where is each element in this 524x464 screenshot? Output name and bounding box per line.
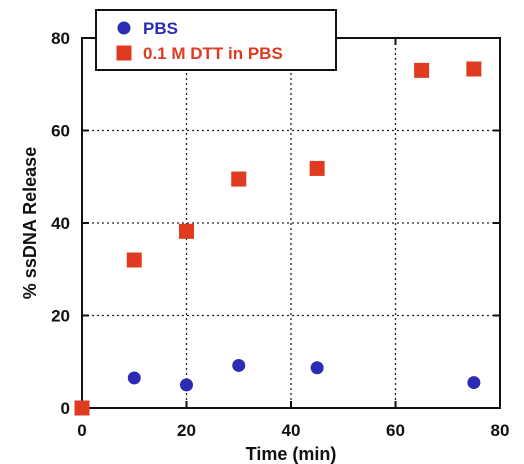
dtt-point — [414, 62, 430, 78]
y-tick-label: 80 — [51, 29, 70, 48]
x-tick-label: 80 — [491, 421, 510, 440]
y-axis-title: % ssDNA Release — [20, 147, 40, 299]
x-tick-label: 0 — [77, 421, 86, 440]
dtt-point — [466, 61, 482, 77]
x-tick-label: 40 — [282, 421, 301, 440]
pbs-point — [467, 376, 481, 390]
x-tick-label: 20 — [177, 421, 196, 440]
pbs-point — [232, 358, 246, 372]
pbs-point — [180, 378, 193, 392]
y-tick-label: 20 — [51, 307, 70, 326]
dtt-point — [231, 171, 247, 187]
legend-marker-pbs — [117, 21, 131, 35]
data-points — [74, 61, 482, 416]
grid-lines — [82, 38, 500, 408]
legend-label-dtt: 0.1 M DTT in PBS — [143, 44, 283, 63]
x-axis-title: Time (min) — [246, 444, 337, 464]
dtt-point — [126, 252, 142, 268]
legend: PBS 0.1 M DTT in PBS — [95, 9, 337, 71]
legend-marker-dtt — [116, 45, 132, 61]
axis-tick-labels: 0 20 40 60 80 0 20 40 60 80 — [51, 29, 509, 440]
pbs-point — [127, 371, 141, 385]
y-tick-label: 0 — [61, 399, 70, 418]
y-tick-label: 60 — [51, 122, 70, 141]
pbs-point — [310, 361, 324, 375]
dtt-point — [179, 223, 194, 239]
x-tick-label: 60 — [386, 421, 405, 440]
dtt-point — [309, 160, 325, 176]
y-tick-label: 40 — [51, 214, 70, 233]
dtt-point — [74, 400, 90, 416]
legend-box — [95, 9, 337, 71]
legend-label-pbs: PBS — [143, 19, 178, 38]
